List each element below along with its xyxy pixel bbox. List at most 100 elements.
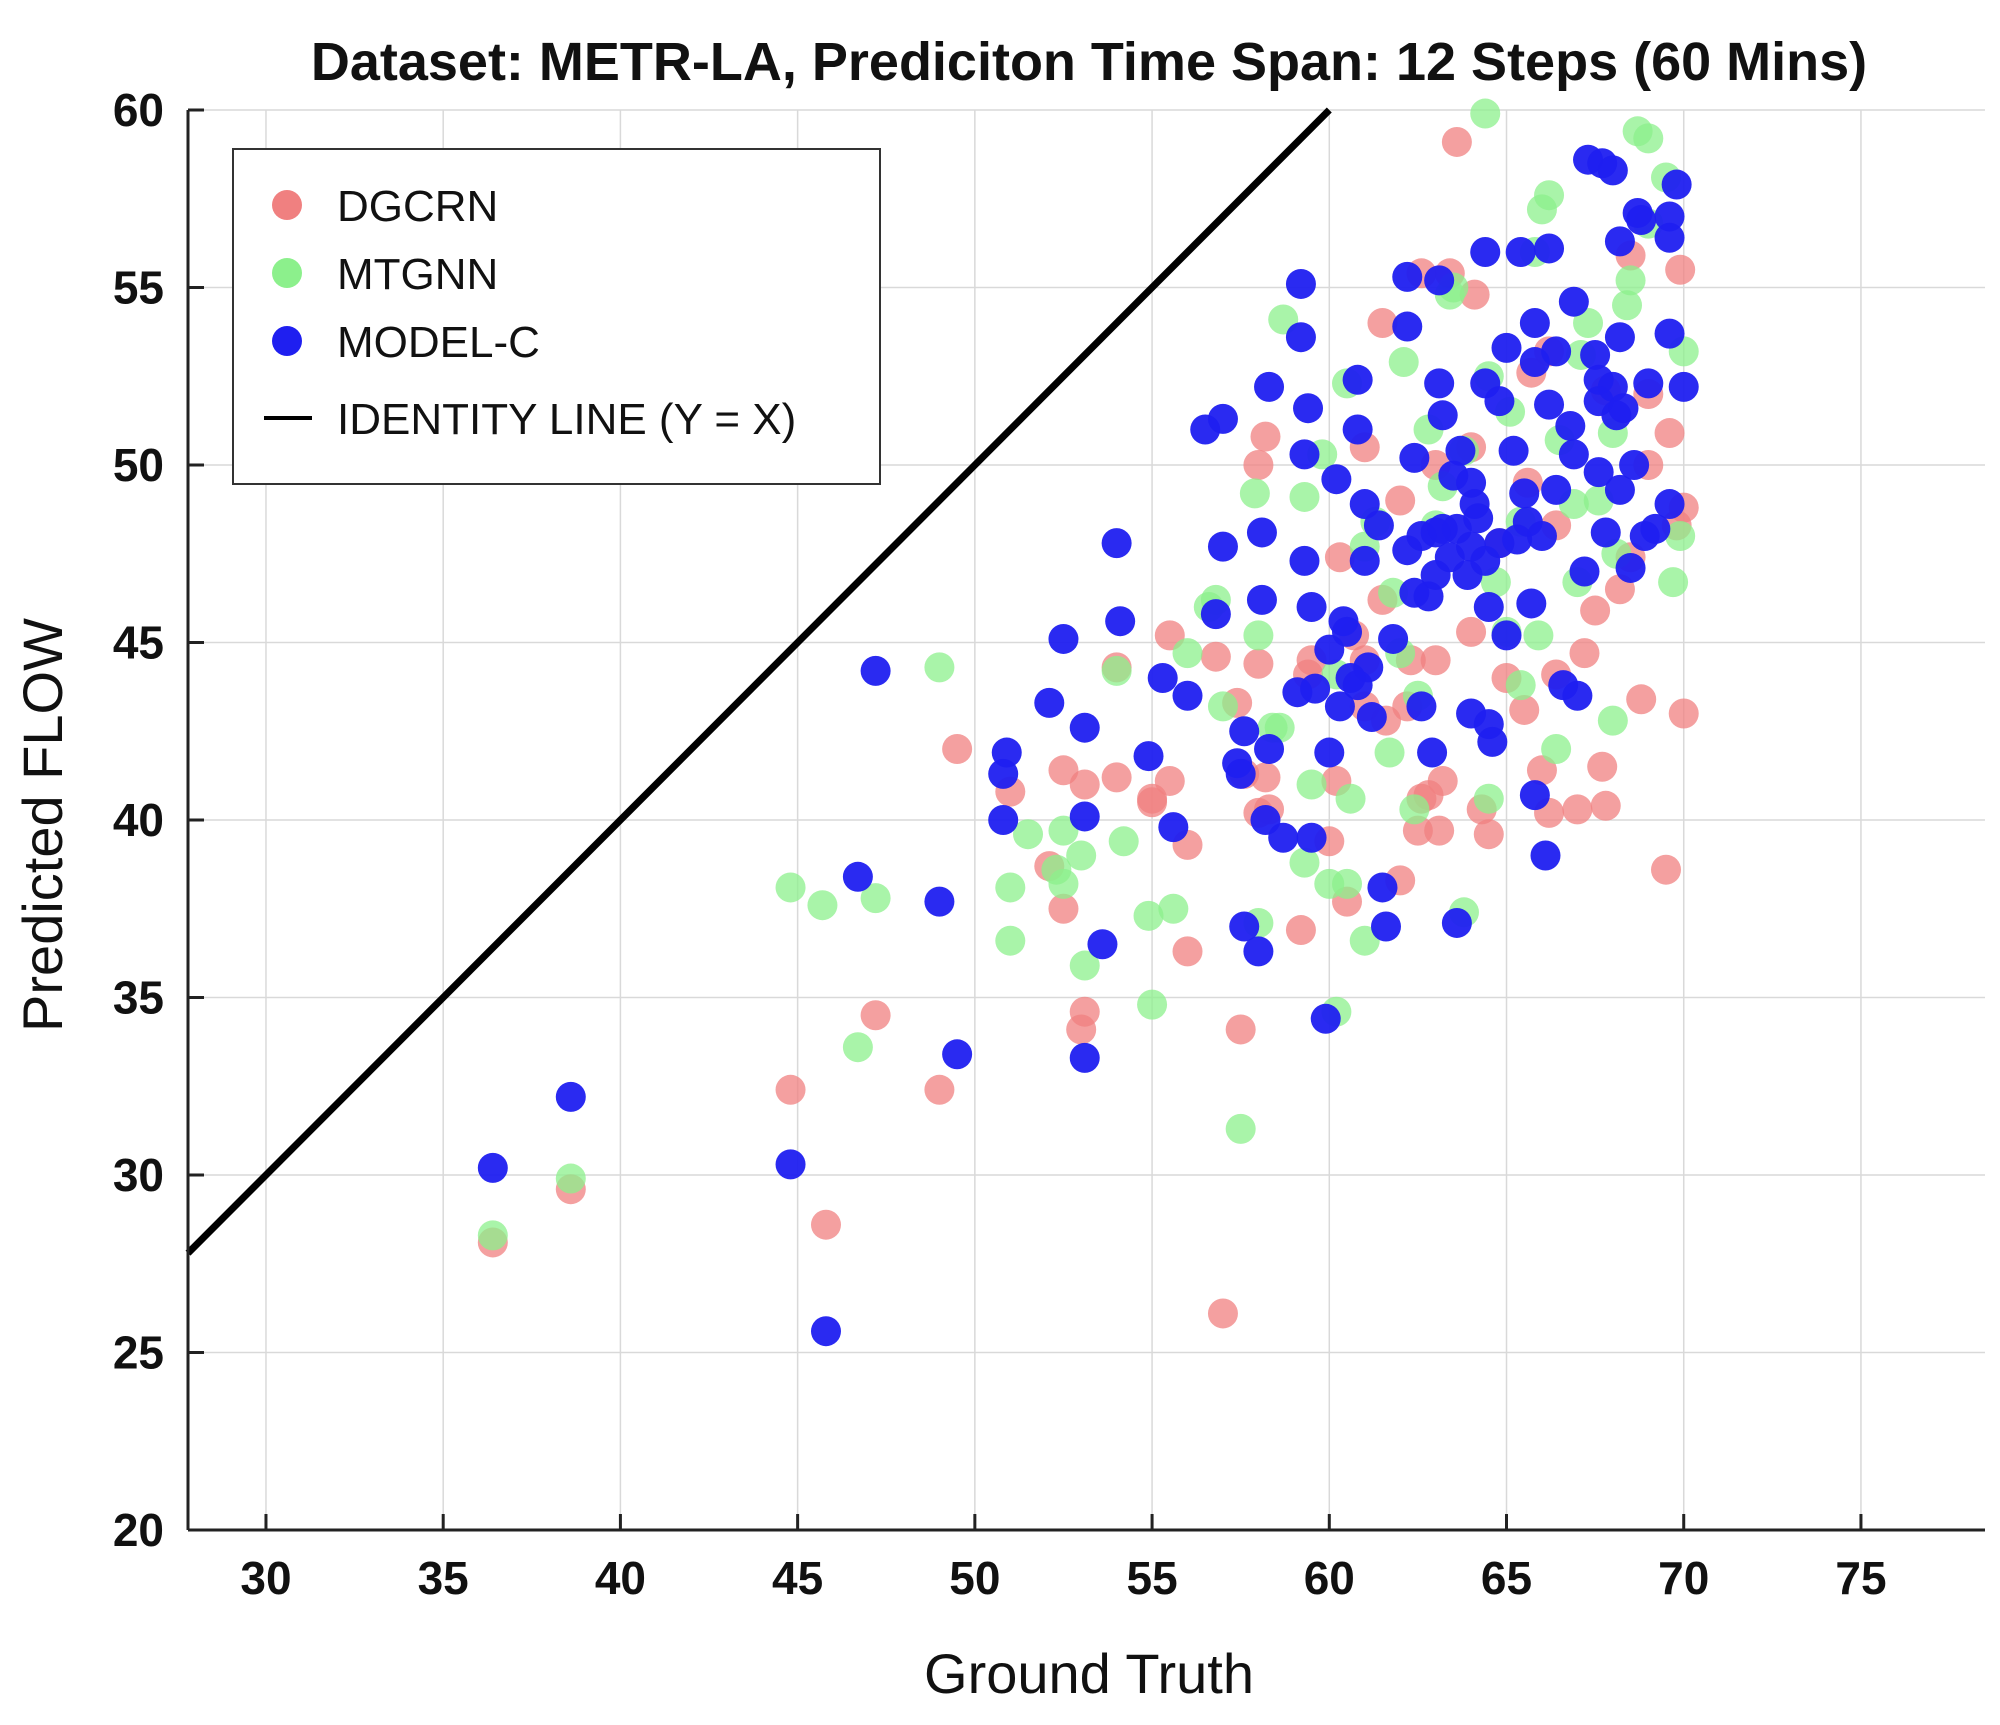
point-dgcrn-2 bbox=[775, 1074, 806, 1105]
point-mtgnn-82 bbox=[1066, 840, 1097, 871]
point-model-c-98 bbox=[1505, 237, 1536, 267]
point-dgcrn-63 bbox=[1651, 854, 1682, 885]
point-model-c-40 bbox=[1285, 322, 1316, 353]
point-dgcrn-25 bbox=[1250, 421, 1281, 452]
point-model-c-20 bbox=[1147, 663, 1178, 693]
point-model-c-127 bbox=[1604, 226, 1635, 257]
point-mtgnn-11 bbox=[1048, 815, 1079, 846]
point-mtgnn-71 bbox=[1612, 290, 1643, 321]
point-model-c-1 bbox=[555, 1081, 586, 1112]
point-mtgnn-53 bbox=[1665, 521, 1696, 551]
point-model-c-18 bbox=[1105, 606, 1136, 637]
point-model-c-53 bbox=[1332, 616, 1363, 647]
point-model-c-30 bbox=[1229, 911, 1260, 942]
point-model-c-112 bbox=[1555, 410, 1586, 441]
point-model-c-128 bbox=[1604, 322, 1635, 353]
point-model-c-107 bbox=[1534, 233, 1565, 264]
y-tick-label-60: 60 bbox=[113, 84, 164, 136]
point-dgcrn-4 bbox=[860, 1000, 891, 1031]
point-model-c-32 bbox=[1246, 517, 1277, 548]
x-tick-label-40: 40 bbox=[595, 1552, 646, 1604]
point-model-c-4 bbox=[842, 861, 873, 892]
point-model-c-83 bbox=[1445, 435, 1476, 466]
series-model-c bbox=[477, 144, 1699, 1347]
point-model-c-82 bbox=[1441, 907, 1472, 938]
point-model-c-43 bbox=[1293, 393, 1324, 424]
point-mtgnn-52 bbox=[1658, 567, 1689, 598]
point-dgcrn-19 bbox=[1207, 1298, 1238, 1329]
x-tick-label-65: 65 bbox=[1481, 1552, 1532, 1604]
point-model-c-55 bbox=[1342, 364, 1373, 395]
point-mtgnn-3 bbox=[807, 890, 838, 921]
point-dgcrn-3 bbox=[810, 1209, 841, 1240]
data-points-layer bbox=[477, 98, 1699, 1347]
point-mtgnn-22 bbox=[1243, 620, 1274, 651]
point-model-c-123 bbox=[1590, 517, 1621, 548]
point-mtgnn-1 bbox=[555, 1163, 586, 1194]
point-model-c-28 bbox=[1225, 758, 1256, 789]
point-mtgnn-55 bbox=[1133, 900, 1164, 931]
point-model-c-78 bbox=[1427, 400, 1458, 431]
point-model-c-67 bbox=[1392, 261, 1423, 292]
legend-label-identity-line: IDENTITY LINE (Y = X) bbox=[337, 395, 796, 444]
point-mtgnn-5 bbox=[860, 883, 891, 914]
legend-label-dgcrn: DGCRN bbox=[337, 182, 498, 231]
point-mtgnn-38 bbox=[1470, 98, 1501, 129]
point-mtgnn-56 bbox=[1239, 478, 1270, 509]
point-dgcrn-26 bbox=[1285, 915, 1316, 946]
point-dgcrn-13 bbox=[1101, 762, 1132, 793]
point-model-c-46 bbox=[1300, 673, 1331, 704]
point-model-c-14 bbox=[1069, 801, 1100, 832]
point-dgcrn-54 bbox=[1562, 794, 1593, 825]
point-model-c-141 bbox=[1654, 489, 1685, 520]
point-model-c-131 bbox=[1615, 552, 1646, 583]
point-model-c-130 bbox=[1608, 393, 1639, 424]
point-mtgnn-25 bbox=[1289, 847, 1320, 878]
point-mtgnn-77 bbox=[1523, 620, 1554, 651]
point-model-c-10 bbox=[991, 737, 1022, 768]
point-dgcrn-67 bbox=[1668, 698, 1699, 729]
point-dgcrn-76 bbox=[1324, 542, 1355, 573]
point-mtgnn-15 bbox=[1137, 989, 1168, 1020]
tick-labels: 30 35 40 45 50 55 60 65 70 75 20 25 30 35 40 45 50 55 60 bbox=[113, 84, 1887, 1604]
point-model-c-61 bbox=[1356, 702, 1387, 733]
legend-box bbox=[232, 148, 881, 485]
point-model-c-143 bbox=[1668, 371, 1699, 402]
point-model-c-95 bbox=[1491, 332, 1522, 363]
point-model-c-121 bbox=[1583, 457, 1614, 488]
point-model-c-106 bbox=[1530, 840, 1561, 871]
point-model-c-110 bbox=[1541, 474, 1572, 505]
point-mtgnn-75 bbox=[1374, 737, 1405, 768]
point-mtgnn-46 bbox=[1573, 308, 1604, 338]
point-model-c-49 bbox=[1314, 737, 1345, 768]
point-dgcrn-46 bbox=[1456, 616, 1487, 647]
point-mtgnn-29 bbox=[1332, 868, 1363, 899]
point-model-c-149 bbox=[1459, 489, 1490, 520]
point-model-c-102 bbox=[1519, 308, 1550, 338]
point-model-c-17 bbox=[1101, 528, 1132, 559]
point-model-c-25 bbox=[1207, 403, 1238, 434]
point-dgcrn-20 bbox=[1225, 1014, 1256, 1045]
point-model-c-118 bbox=[1580, 339, 1611, 370]
legend: DGCRN MTGNN MODEL-C IDENTITY LINE (Y = X… bbox=[232, 148, 881, 485]
point-model-c-50 bbox=[1321, 464, 1352, 495]
point-dgcrn-75 bbox=[1385, 485, 1416, 516]
point-dgcrn-5 bbox=[924, 1074, 955, 1105]
point-mtgnn-12 bbox=[1069, 950, 1100, 981]
point-model-c-65 bbox=[1378, 623, 1409, 654]
point-model-c-31 bbox=[1243, 936, 1274, 967]
point-dgcrn-58 bbox=[1590, 790, 1621, 821]
point-dgcrn-16 bbox=[1172, 936, 1203, 967]
y-tick-label-55: 55 bbox=[113, 262, 164, 314]
point-dgcrn-24 bbox=[1243, 450, 1274, 480]
point-model-c-41 bbox=[1289, 439, 1320, 470]
point-model-c-29 bbox=[1229, 716, 1260, 747]
point-mtgnn-2 bbox=[775, 872, 806, 903]
point-model-c-145 bbox=[1452, 560, 1483, 591]
point-model-c-39 bbox=[1285, 268, 1316, 299]
point-model-c-76 bbox=[1424, 265, 1455, 296]
point-dgcrn-41 bbox=[1424, 815, 1455, 846]
point-model-c-33 bbox=[1246, 584, 1277, 615]
point-model-c-132 bbox=[1619, 450, 1650, 480]
point-model-c-96 bbox=[1491, 620, 1522, 651]
